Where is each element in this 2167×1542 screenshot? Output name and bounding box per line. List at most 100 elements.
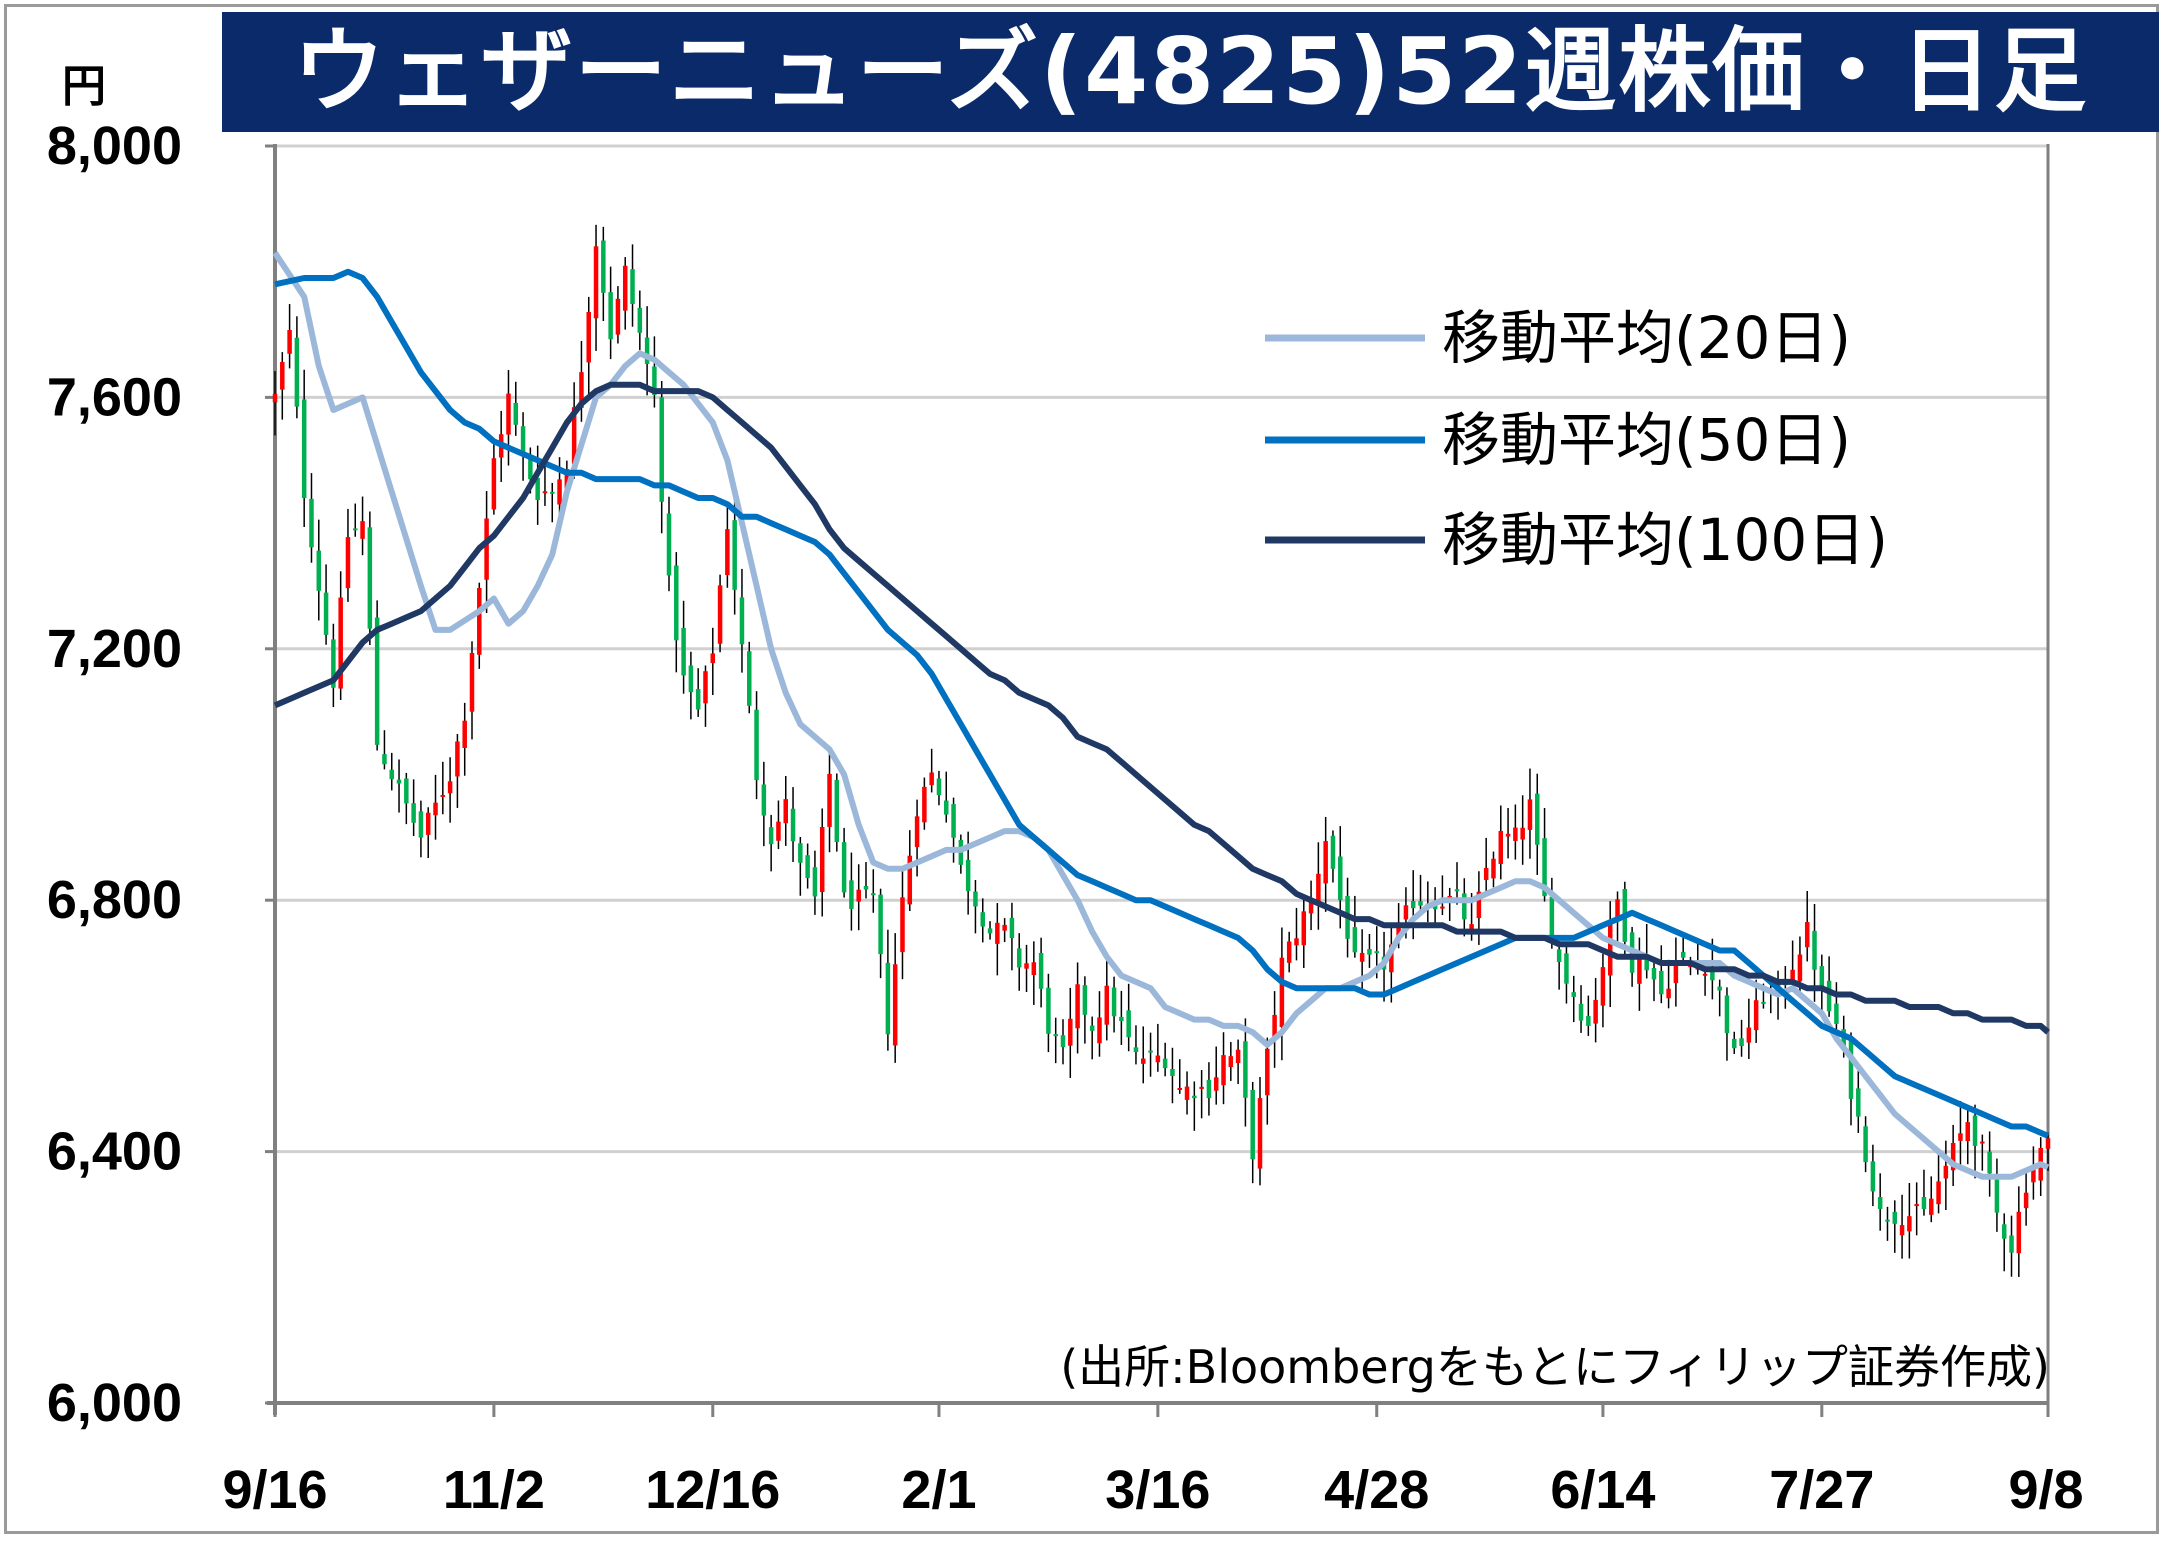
candlestick (1804, 890, 1810, 962)
candlestick (1155, 1023, 1161, 1072)
x-tick-label: 9/16 (222, 1460, 327, 1520)
candle-body (579, 372, 584, 408)
candle-body (1389, 944, 1394, 973)
candlestick (1243, 1018, 1248, 1127)
candle-body (608, 292, 613, 340)
candlestick (1031, 941, 1037, 1005)
candle-body (571, 407, 577, 464)
candle-body (491, 458, 497, 510)
candle-body (382, 754, 387, 765)
candle-body (987, 928, 993, 934)
ma100-line (273, 381, 2050, 1035)
candle-body (374, 617, 380, 745)
candlestick (907, 830, 913, 912)
candle-body (1410, 900, 1416, 909)
candlestick (1746, 998, 1752, 1060)
candlestick (900, 870, 905, 980)
candlestick (469, 641, 475, 740)
candle-body (1885, 1219, 1890, 1222)
candlestick (1133, 1025, 1139, 1065)
candlestick (776, 800, 781, 850)
candle-body (316, 550, 322, 591)
candle-body (1819, 966, 1825, 987)
candle-body (1148, 1050, 1153, 1053)
candlestick (622, 257, 628, 330)
candle-body (1279, 957, 1285, 1027)
candlestick (1068, 987, 1073, 1078)
candle-body (447, 781, 453, 794)
candlestick (1170, 1047, 1175, 1104)
candle-body (1184, 1086, 1190, 1100)
candle-body (2001, 1224, 2007, 1239)
candle-body (695, 689, 701, 710)
candle-body (710, 653, 716, 664)
candlestick (973, 880, 978, 934)
candle-body (1403, 905, 1409, 920)
candle-body (1753, 1000, 1759, 1031)
candlestick (1075, 962, 1080, 1054)
candle-body (1352, 927, 1358, 953)
candlestick (1505, 808, 1511, 859)
x-tick-label: 2/1 (901, 1460, 976, 1520)
candlestick (812, 850, 818, 915)
candle-body (761, 784, 767, 816)
candle-body (1965, 1122, 1970, 1142)
candle-body (1505, 833, 1511, 837)
candle-body (1308, 898, 1314, 914)
candle-body (345, 537, 351, 589)
candle-body (1104, 985, 1110, 1025)
candlestick (1162, 1042, 1168, 1077)
candle-body (1651, 967, 1657, 980)
candlestick (462, 702, 467, 776)
candlestick (878, 888, 883, 979)
candlestick (374, 600, 380, 751)
candle-body (1016, 948, 1022, 968)
candlestick (1593, 978, 1598, 1043)
candle-body (1491, 858, 1496, 879)
candle-body (1396, 922, 1401, 939)
candle-body (907, 855, 913, 905)
candle-body (659, 397, 664, 502)
candlestick (1571, 975, 1576, 1023)
candle-body (1994, 1176, 2000, 1213)
candlestick (717, 574, 723, 653)
candlestick (1053, 1017, 1058, 1064)
candlestick (1279, 927, 1285, 1061)
candlestick (885, 929, 891, 1051)
candle-body (1338, 856, 1343, 901)
candlestick (550, 482, 555, 523)
candlestick (666, 496, 672, 592)
candle-body (856, 889, 861, 902)
candlestick (725, 501, 730, 588)
candle-body (674, 565, 679, 641)
candle-body (1454, 889, 1460, 892)
candle-body (1213, 1077, 1219, 1091)
candlestick (1367, 933, 1372, 968)
candle-body (1060, 1035, 1066, 1048)
candle-body (1031, 962, 1037, 976)
candlestick (1265, 1037, 1270, 1125)
candle-body (790, 808, 796, 842)
candle-body (287, 329, 292, 354)
candle-body (1089, 1025, 1095, 1031)
candle-body (681, 627, 686, 676)
candle-body (301, 399, 307, 499)
candlestick (601, 226, 606, 322)
candlestick (783, 776, 788, 846)
candlestick (1856, 1066, 1861, 1133)
candle-body (389, 769, 394, 780)
candle-body (294, 337, 300, 407)
candle-body (878, 894, 883, 955)
candlestick (1046, 973, 1051, 1053)
candlestick (827, 749, 832, 853)
candlestick (1498, 805, 1504, 880)
candle-body (1082, 985, 1088, 1015)
candlestick (411, 779, 416, 837)
candle-body (1243, 1041, 1248, 1098)
candle-body (1221, 1055, 1226, 1086)
candle-body (1732, 1038, 1737, 1049)
candlestick (1564, 945, 1569, 1004)
candle-body (1432, 904, 1438, 910)
candlestick (2031, 1146, 2036, 1200)
